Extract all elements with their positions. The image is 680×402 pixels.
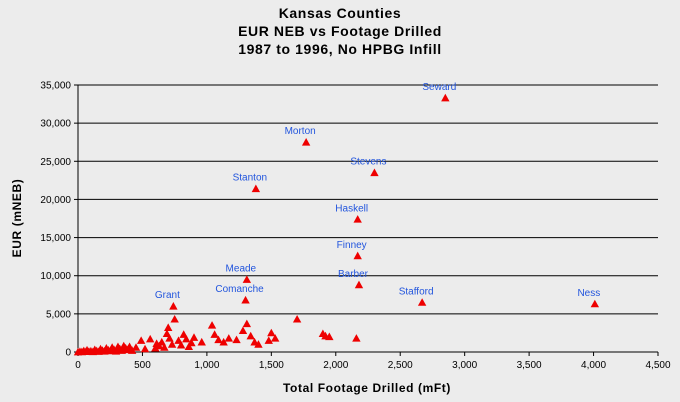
data-point-36 [157, 337, 166, 346]
data-point-52 [210, 330, 219, 338]
point-label-grant: Grant [155, 290, 180, 301]
data-point-69 [352, 334, 361, 342]
data-point-51 [207, 321, 217, 329]
data-point-finney [353, 251, 362, 260]
data-point-28 [127, 346, 137, 354]
data-point-55 [224, 334, 233, 342]
data-point-42 [170, 314, 179, 323]
y-tick-label-3: 15,000 [40, 233, 71, 244]
point-label-ness: Ness [577, 288, 600, 299]
y-tick-label-2: 10,000 [40, 271, 71, 282]
data-point-23 [117, 346, 127, 354]
data-point-comanche [241, 295, 250, 304]
data-point-meade [242, 275, 252, 283]
data-point-20 [111, 347, 121, 355]
data-point-grant [169, 302, 178, 310]
chart-title-line-1: Kansas Counties [279, 5, 402, 21]
y-tick-label-7: 35,000 [40, 81, 71, 92]
x-tick-label-3: 1,500 [259, 360, 284, 371]
data-points [73, 93, 600, 356]
point-label-meade: Meade [226, 264, 257, 275]
x-tick-label-5: 2,500 [388, 360, 413, 371]
data-point-49 [189, 333, 199, 341]
x-tick-label-2: 1,000 [194, 360, 219, 371]
y-tick-label-4: 20,000 [40, 195, 71, 206]
point-label-stevens: Stevens [350, 157, 386, 168]
data-point-64 [271, 334, 280, 342]
x-tick-label-4: 2,000 [323, 360, 348, 371]
x-tick-label-0: 0 [75, 360, 81, 371]
data-point-30 [136, 336, 146, 344]
data-point-63 [267, 328, 276, 337]
data-point-58 [242, 319, 252, 328]
data-point-morton [301, 138, 311, 146]
data-point-stafford [417, 298, 427, 306]
point-label-seward: Seward [422, 82, 456, 93]
data-point-44 [176, 340, 186, 349]
x-tick-label-1: 500 [134, 360, 151, 371]
plot-area [78, 85, 658, 352]
data-point-65 [292, 314, 302, 323]
data-point-40 [165, 334, 174, 342]
data-point-46 [182, 334, 191, 343]
axes [77, 85, 658, 353]
x-tick-label-9: 4,500 [645, 360, 670, 371]
y-tick-label-6: 30,000 [40, 119, 71, 130]
point-label-morton: Morton [285, 126, 316, 137]
point-label-comanche: Comanche [215, 284, 264, 295]
data-point-61 [254, 340, 263, 348]
data-point-57 [238, 326, 248, 334]
data-point-37 [160, 343, 169, 351]
data-point-32 [145, 334, 155, 343]
data-point-seward [441, 93, 450, 102]
data-point-41 [167, 340, 177, 348]
data-point-35 [155, 341, 164, 350]
data-point-haskell [353, 215, 362, 223]
data-point-barber [354, 280, 364, 289]
y-tick-label-5: 25,000 [40, 157, 71, 168]
y-axis-title: EUR (mNEB) [10, 179, 24, 258]
y-tick-label-1: 5,000 [46, 309, 71, 320]
y-axis-ticks: 0 5,000 10,000 15,000 20,000 25,000 30,000 35,0… [40, 81, 78, 359]
data-point-59 [246, 331, 255, 340]
data-point-62 [264, 336, 273, 344]
data-point-31 [140, 344, 150, 353]
gridlines [78, 84, 658, 315]
point-label-stafford: Stafford [399, 286, 434, 297]
point-label-finney: Finney [337, 240, 367, 251]
point-labels: Seward Morton Stevens Stanton Haskell Finney M… [155, 82, 600, 301]
x-tick-label-6: 3,000 [452, 360, 477, 371]
chart-title-line-3: 1987 to 1996, No HPBG Infill [238, 41, 442, 57]
data-point-50 [197, 337, 206, 346]
x-axis-title: Total Footage Drilled (mFt) [283, 381, 451, 395]
chart-title-line-2: EUR NEB vs Footage Drilled [238, 23, 442, 39]
point-label-barber: Barber [338, 269, 369, 280]
data-point-29 [131, 343, 141, 351]
point-label-stanton: Stanton [233, 173, 267, 184]
data-point-48 [187, 338, 196, 347]
data-point-stanton [251, 184, 261, 193]
data-point-68 [325, 332, 334, 341]
data-point-54 [219, 337, 228, 346]
data-point-stevens [370, 168, 379, 177]
x-tick-label-8: 4,000 [581, 360, 606, 371]
data-point-53 [214, 335, 223, 344]
point-label-haskell: Haskell [335, 203, 368, 214]
data-point-47 [184, 342, 194, 351]
data-point-ness [590, 299, 600, 308]
data-point-39 [164, 323, 173, 331]
y-tick-label-0: 0 [65, 348, 71, 359]
x-tick-label-7: 3,500 [517, 360, 542, 371]
data-point-33 [151, 343, 160, 352]
data-point-56 [232, 335, 241, 344]
